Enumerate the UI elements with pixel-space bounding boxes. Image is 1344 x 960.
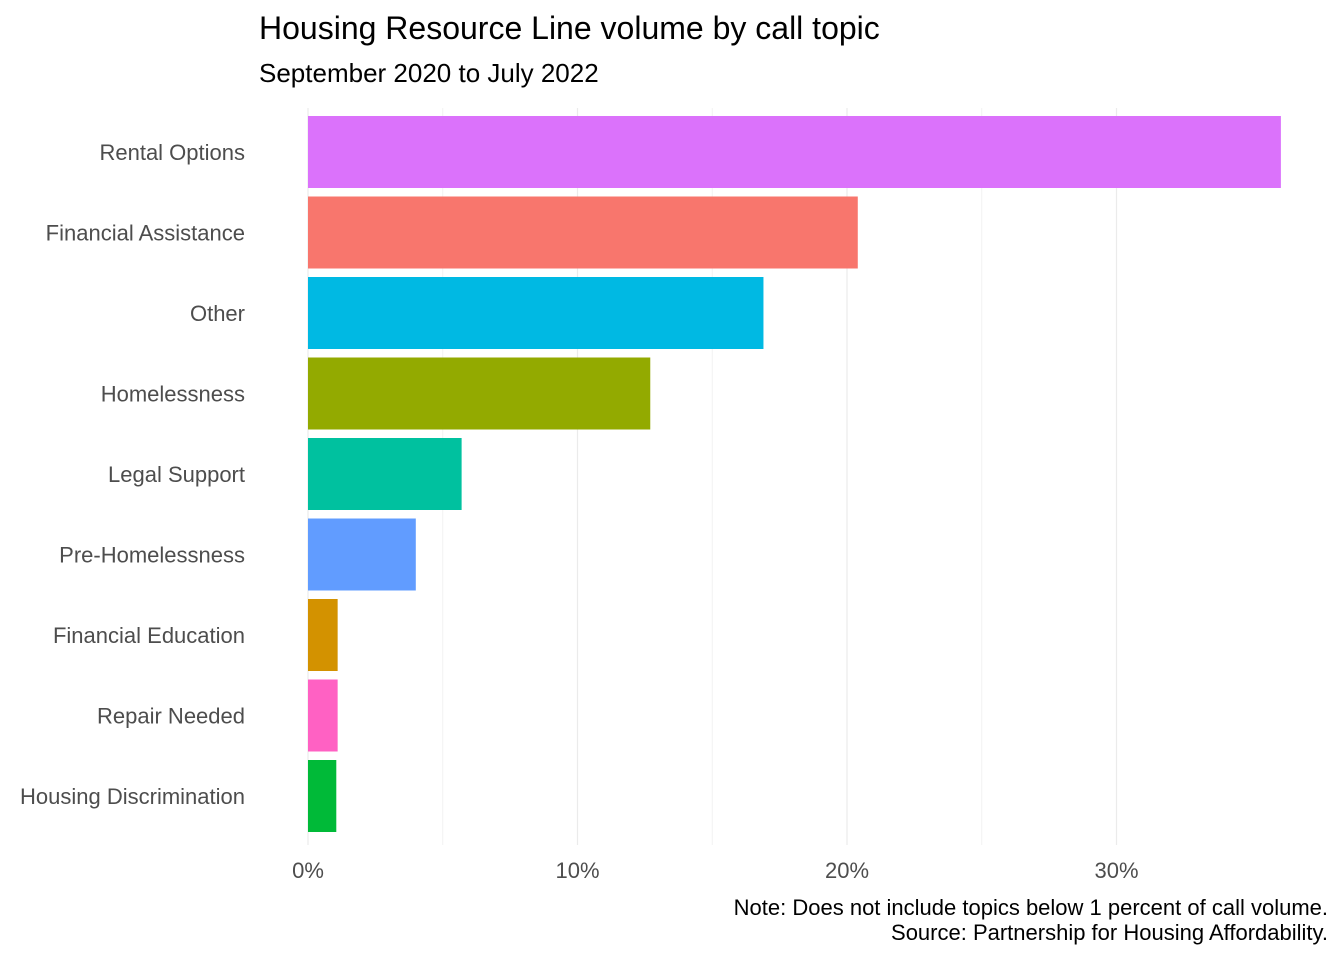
bar	[308, 760, 337, 832]
caption-source: Source: Partnership for Housing Affordab…	[891, 920, 1328, 945]
bars	[308, 116, 1281, 832]
bar	[308, 518, 416, 591]
bar	[308, 196, 858, 269]
x-tick-label: 30%	[1094, 858, 1138, 883]
x-axis-tick-labels: 0% 10% 20% 30%	[292, 858, 1138, 883]
x-tick-label: 0%	[292, 858, 324, 883]
bar	[308, 599, 338, 671]
category-label: Other	[190, 301, 245, 326]
x-tick-label: 20%	[825, 858, 869, 883]
chart-subtitle: September 2020 to July 2022	[259, 58, 599, 88]
chart-title: Housing Resource Line volume by call top…	[259, 10, 880, 46]
bar	[308, 277, 764, 349]
category-label: Financial Assistance	[46, 221, 245, 246]
caption-note: Note: Does not include topics below 1 pe…	[733, 895, 1328, 920]
chart-caption: Note: Does not include topics below 1 pe…	[734, 895, 1328, 945]
category-label: Pre-Homelessness	[59, 543, 245, 568]
category-label: Housing Discrimination	[20, 784, 245, 809]
category-label: Repair Needed	[97, 704, 245, 729]
category-labels: Rental Options Financial Assistance Other H…	[20, 140, 245, 809]
bar	[308, 438, 462, 510]
category-label: Legal Support	[108, 462, 245, 487]
category-label: Financial Education	[53, 623, 245, 648]
bar	[308, 679, 338, 752]
bar	[308, 116, 1281, 188]
category-label: Homelessness	[101, 382, 245, 407]
x-tick-label: 10%	[555, 858, 599, 883]
category-label: Rental Options	[99, 140, 245, 165]
bar	[308, 357, 651, 430]
